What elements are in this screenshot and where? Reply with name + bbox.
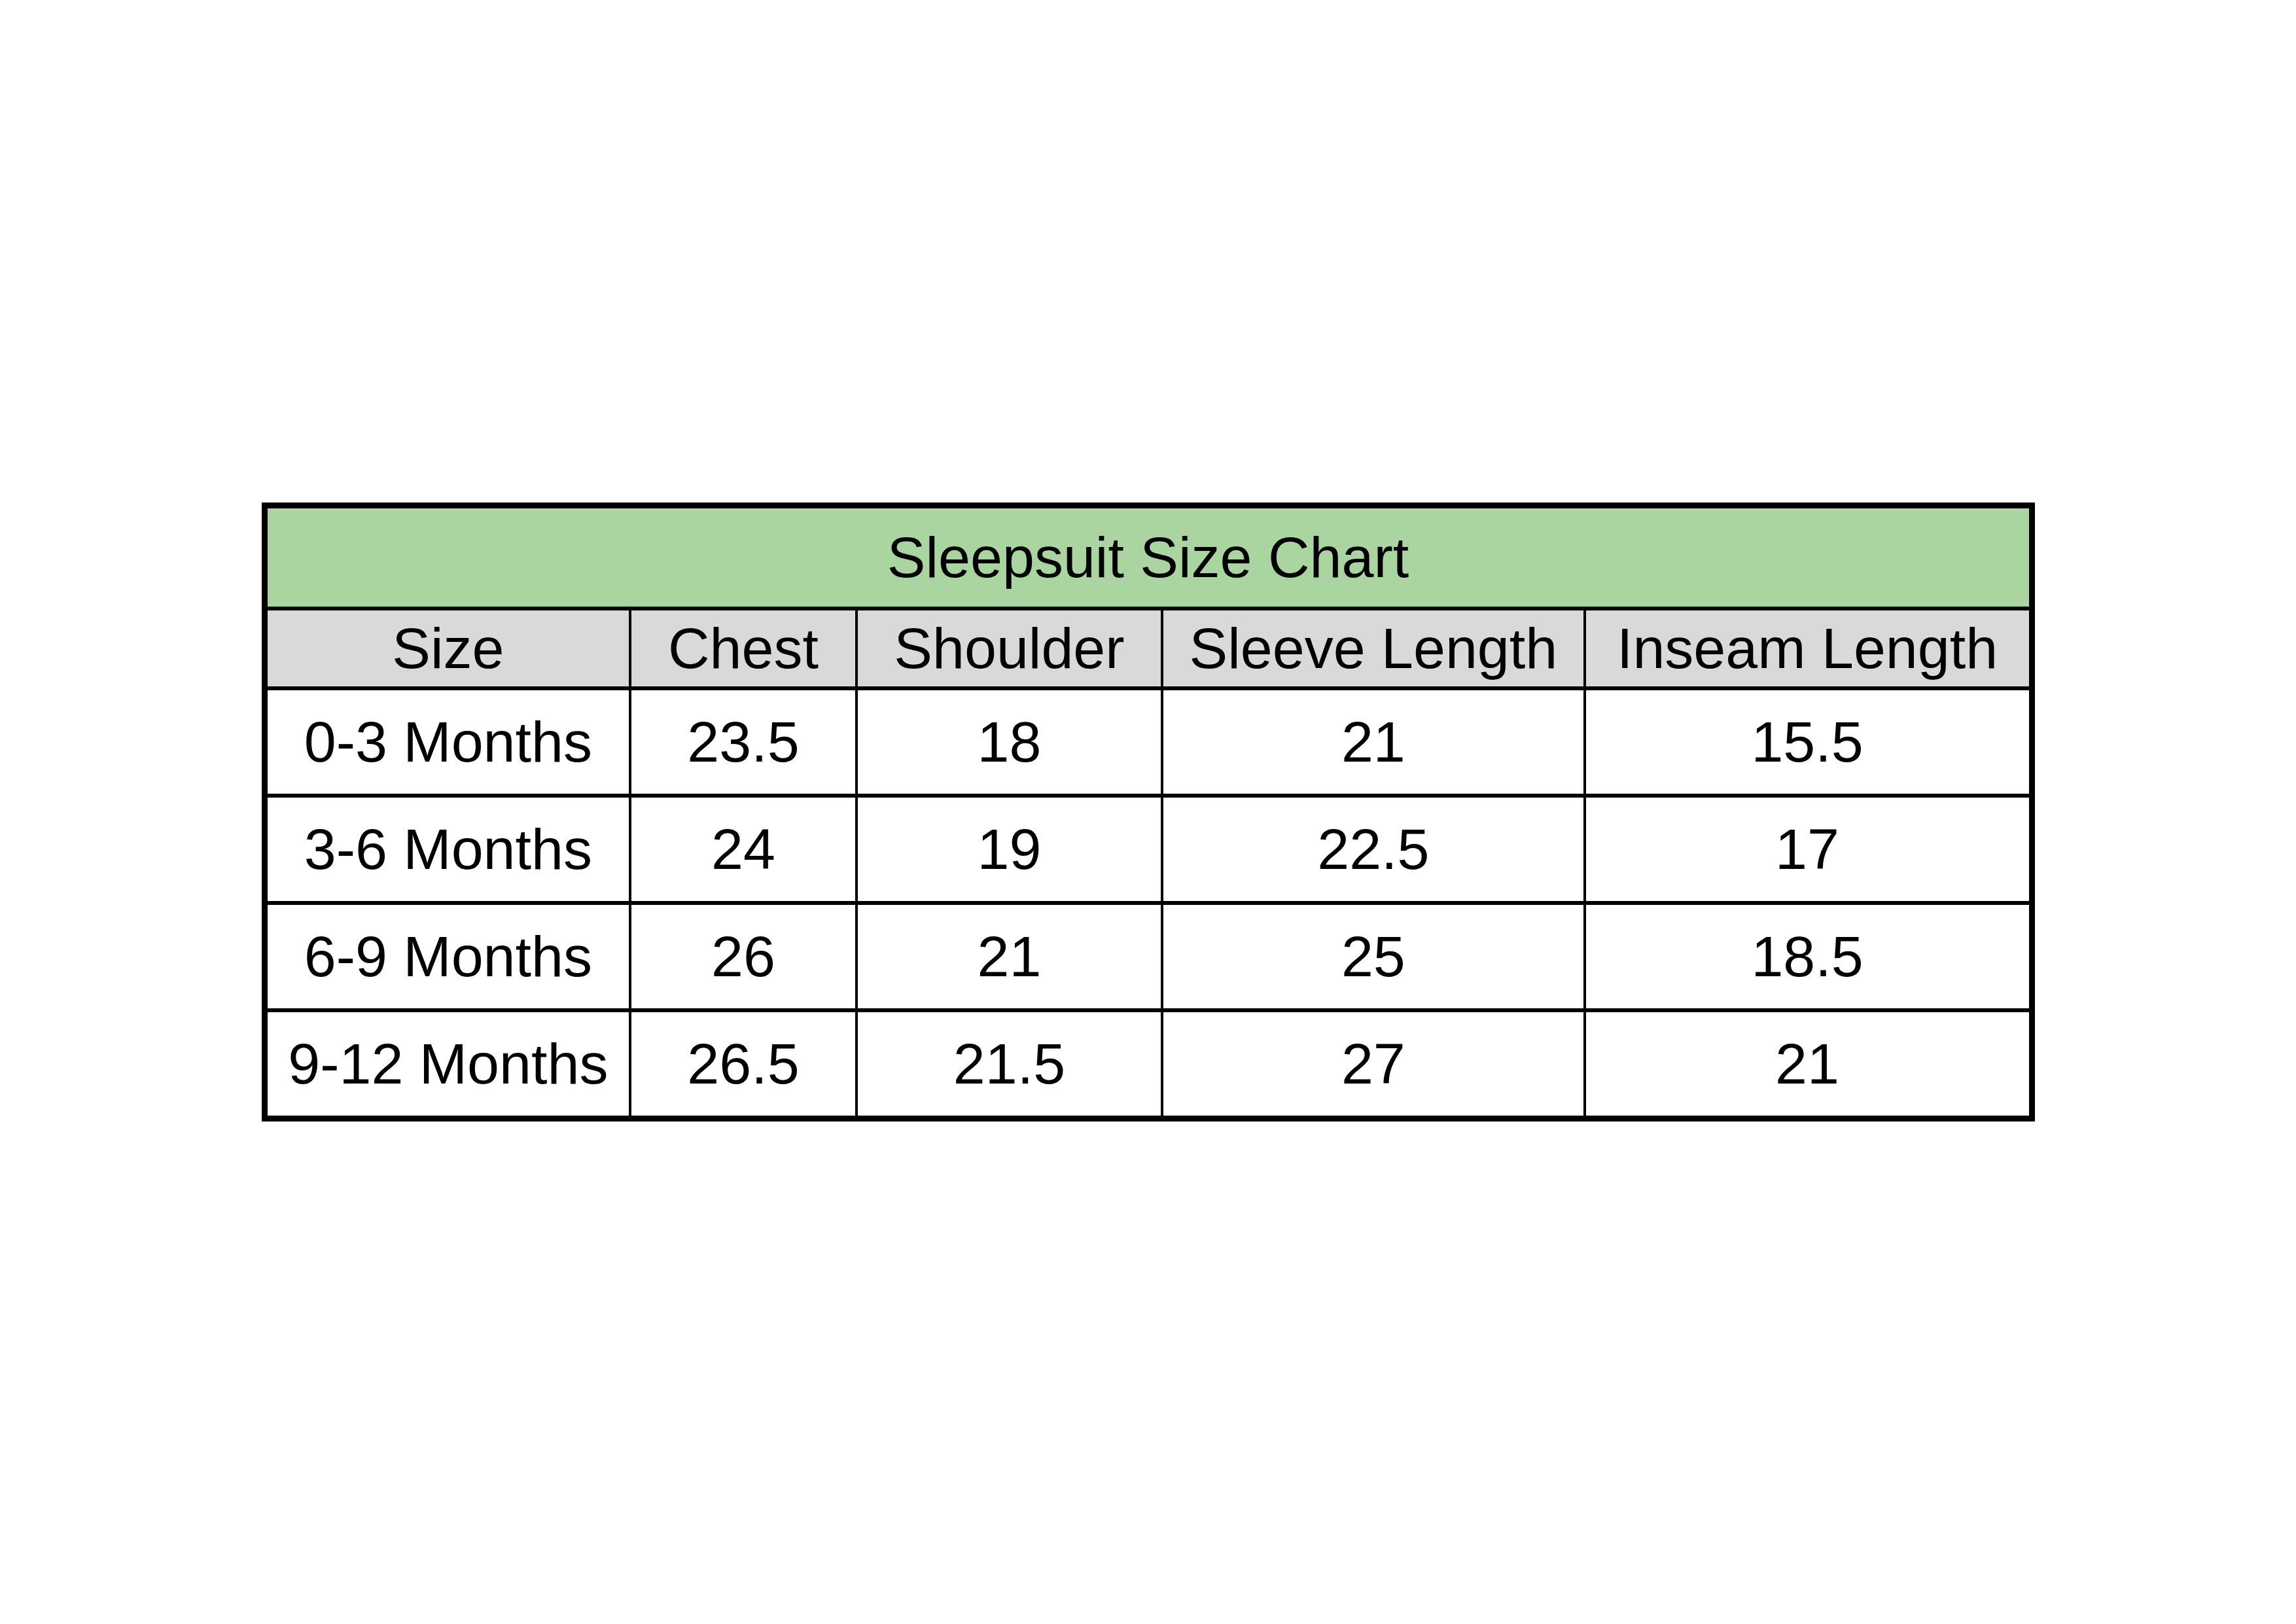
sleeve-length-cell: 21 [1162, 688, 1585, 796]
table-title: Sleepsuit Size Chart [264, 506, 2032, 609]
chest-cell: 26 [630, 903, 857, 1010]
shoulder-cell: 21 [857, 903, 1162, 1010]
size-cell: 6-9 Months [264, 903, 630, 1010]
column-header-size: Size [264, 609, 630, 688]
sleeve-length-cell: 22.5 [1162, 796, 1585, 903]
column-header-row: Size Chest Shoulder Sleeve Length Inseam… [264, 609, 2032, 688]
shoulder-cell: 21.5 [857, 1010, 1162, 1119]
chest-cell: 26.5 [630, 1010, 857, 1119]
size-cell: 9-12 Months [264, 1010, 630, 1119]
title-row: Sleepsuit Size Chart [264, 506, 2032, 609]
column-header-shoulder: Shoulder [857, 609, 1162, 688]
column-header-sleeve-length: Sleeve Length [1162, 609, 1585, 688]
table-row: 0-3 Months 23.5 18 21 15.5 [264, 688, 2032, 796]
sleeve-length-cell: 27 [1162, 1010, 1585, 1119]
sleepsuit-size-chart-table: Sleepsuit Size Chart Size Chest Shoulder… [262, 503, 2035, 1121]
inseam-length-cell: 17 [1585, 796, 2032, 903]
shoulder-cell: 18 [857, 688, 1162, 796]
size-cell: 0-3 Months [264, 688, 630, 796]
table-row: 6-9 Months 26 21 25 18.5 [264, 903, 2032, 1010]
inseam-length-cell: 15.5 [1585, 688, 2032, 796]
inseam-length-cell: 21 [1585, 1010, 2032, 1119]
chest-cell: 24 [630, 796, 857, 903]
column-header-inseam-length: Inseam Length [1585, 609, 2032, 688]
inseam-length-cell: 18.5 [1585, 903, 2032, 1010]
page-background: Sleepsuit Size Chart Size Chest Shoulder… [0, 0, 2296, 1624]
shoulder-cell: 19 [857, 796, 1162, 903]
chest-cell: 23.5 [630, 688, 857, 796]
column-header-chest: Chest [630, 609, 857, 688]
size-cell: 3-6 Months [264, 796, 630, 903]
table-row: 3-6 Months 24 19 22.5 17 [264, 796, 2032, 903]
sleeve-length-cell: 25 [1162, 903, 1585, 1010]
table-row: 9-12 Months 26.5 21.5 27 21 [264, 1010, 2032, 1119]
